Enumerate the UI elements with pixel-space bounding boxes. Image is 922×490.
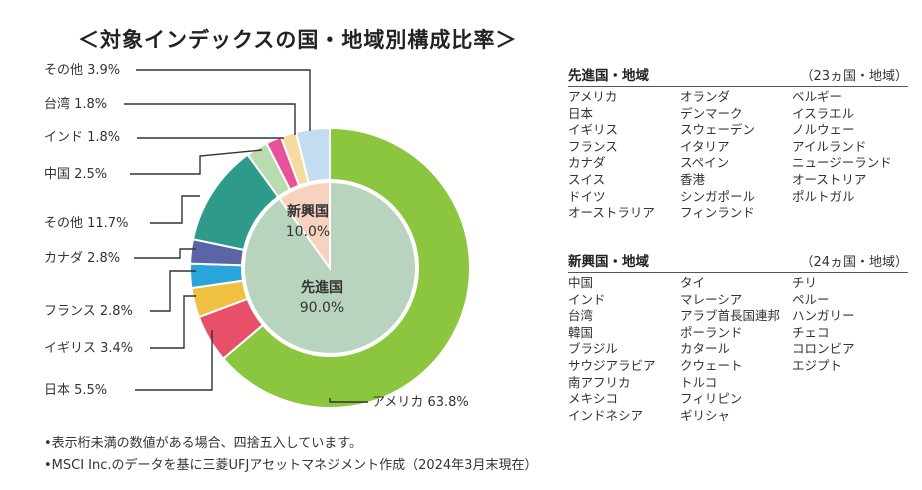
chart-title: ＜対象インデックスの国・地域別構成比率＞ — [78, 28, 518, 52]
segment-label-2: イギリス 3.4% — [44, 341, 133, 356]
emerging-country: ペルー — [792, 291, 830, 307]
emerging-country: コロンビア — [792, 341, 855, 357]
developed-country: ポルトガル — [792, 188, 855, 204]
emerging-country: カタール — [680, 341, 731, 357]
developed-country: イタリア — [680, 138, 730, 154]
segment-label-4: カナダ 2.8% — [44, 251, 120, 266]
emerging-country: インドネシア — [568, 407, 644, 423]
outer-ring — [189, 126, 471, 409]
leader-line-2 — [150, 295, 196, 349]
segment-label-5: その他 11.7% — [44, 216, 128, 231]
note-rounding: •表示桁未満の数値がある場合、四捨五入しています。 — [44, 436, 362, 451]
segment-label-7: インド 1.8% — [44, 130, 120, 145]
emerging-country: マレーシア — [680, 291, 743, 307]
emerging-country: 台湾 — [568, 308, 594, 324]
inner-labels: 先進国 90.0% 新興国 10.0% — [286, 203, 344, 316]
leader-line-4 — [134, 248, 196, 259]
segment-label-0: アメリカ 63.8% — [372, 395, 469, 410]
emerging-country: アラブ首長国連邦 — [680, 308, 781, 324]
inner-pie — [243, 180, 417, 355]
segment-0 — [221, 126, 471, 409]
developed-country: 日本 — [568, 105, 594, 121]
developed-country: シンガポール — [680, 188, 756, 204]
developed-country: ベルギー — [792, 89, 843, 104]
developed-country: フランス — [568, 138, 618, 154]
segment-label-6: 中国 2.5% — [44, 167, 107, 182]
developed-country: オーストリア — [792, 171, 867, 187]
developed-country: ノルウェー — [792, 122, 855, 138]
developed-country: オーストラリア — [568, 205, 655, 221]
emerging-country: ブラジル — [568, 341, 618, 357]
developed-country: カナダ — [568, 155, 606, 171]
developed-count: （23ヵ国・地域） — [800, 69, 908, 84]
developed-title: 先進国・地域 — [568, 68, 649, 84]
developed-country: フィンランド — [680, 205, 755, 221]
inner-label-value-1: 10.0% — [286, 224, 330, 240]
emerging-country: フィリピン — [680, 391, 743, 407]
developed-country: イギリス — [568, 122, 619, 138]
emerging-count: （24ヵ国・地域） — [800, 255, 908, 270]
leader-line-1 — [135, 330, 213, 391]
developed-panel: 先進国・地域 （23ヵ国・地域） アメリカ 日本 イギリス フランス カナダ スイス ドイツ… — [568, 64, 908, 222]
emerging-country: メキシコ — [568, 391, 619, 407]
developed-country: アメリカ — [568, 89, 618, 104]
leader-line-9 — [136, 69, 311, 131]
emerging-country: インド — [568, 291, 606, 307]
developed-country: イスラエル — [792, 105, 855, 121]
developed-country: ドイツ — [568, 188, 606, 204]
leader-line-8 — [124, 103, 296, 135]
developed-country: アイルランド — [792, 138, 867, 154]
developed-country: 香港 — [680, 171, 706, 187]
emerging-country: クウェート — [680, 357, 743, 373]
inner-label-value-0: 90.0% — [300, 300, 344, 316]
segment-labels: アメリカ 63.8% 日本 5.5% イギリス 3.4% フランス 2.8% カナダ 2… — [44, 63, 469, 410]
emerging-country: エジプト — [792, 357, 843, 373]
leader-line-3 — [150, 270, 196, 312]
emerging-country: ポーランド — [680, 324, 743, 340]
emerging-country: ギリシャ — [680, 407, 731, 423]
emerging-country: 南アフリカ — [568, 374, 631, 390]
segment-9 — [294, 126, 331, 184]
segment-label-1: 日本 5.5% — [44, 383, 107, 398]
inner-slice-1 — [278, 180, 331, 272]
developed-country: ニュージーランド — [792, 155, 892, 171]
donut-chart: アメリカ 63.8% 日本 5.5% イギリス 3.4% フランス 2.8% カナダ 2… — [44, 63, 471, 410]
leader-line-5 — [150, 195, 200, 224]
segment-label-3: フランス 2.8% — [44, 304, 133, 319]
emerging-country: ハンガリー — [792, 308, 855, 324]
developed-country: スイス — [568, 171, 606, 187]
leader-line-0 — [329, 398, 368, 403]
inner-label-name-1: 新興国 — [287, 203, 329, 220]
note-source: •MSCI Inc.のデータを基に三菱UFJアセットマネジメント作成（2024年… — [44, 458, 538, 473]
inner-label-name-0: 先進国 — [301, 279, 343, 296]
developed-country: スペイン — [680, 155, 730, 171]
emerging-panel: 新興国・地域 （24ヵ国・地域） 中国 インド 台湾 韓国 ブラジル サウジアラビア 南アフ… — [568, 250, 908, 424]
emerging-country: サウジアラビア — [568, 357, 656, 373]
leader-line-6 — [130, 149, 263, 175]
developed-country: スウェーデン — [680, 122, 756, 138]
leader-line-7 — [137, 137, 284, 139]
developed-list: アメリカ 日本 イギリス フランス カナダ スイス ドイツ オーストラリア オランダ デンマークス… — [568, 89, 908, 222]
emerging-country: 中国 — [568, 275, 594, 290]
developed-country: デンマーク — [680, 105, 743, 121]
leader-lines — [124, 69, 368, 403]
emerging-country: トルコ — [680, 374, 718, 390]
emerging-list: 中国 インド 台湾 韓国 ブラジル サウジアラビア 南アフリカ メキシコ インドネシア タイ マレー… — [568, 275, 908, 424]
emerging-country: チリ — [792, 275, 818, 290]
segment-label-9: その他 3.9% — [44, 63, 120, 78]
developed-country: オランダ — [680, 89, 731, 104]
emerging-country: チェコ — [792, 324, 830, 340]
emerging-title: 新興国・地域 — [568, 254, 649, 270]
segment-label-8: 台湾 1.8% — [44, 96, 107, 112]
emerging-country: タイ — [680, 275, 706, 290]
emerging-country: 韓国 — [568, 324, 594, 340]
